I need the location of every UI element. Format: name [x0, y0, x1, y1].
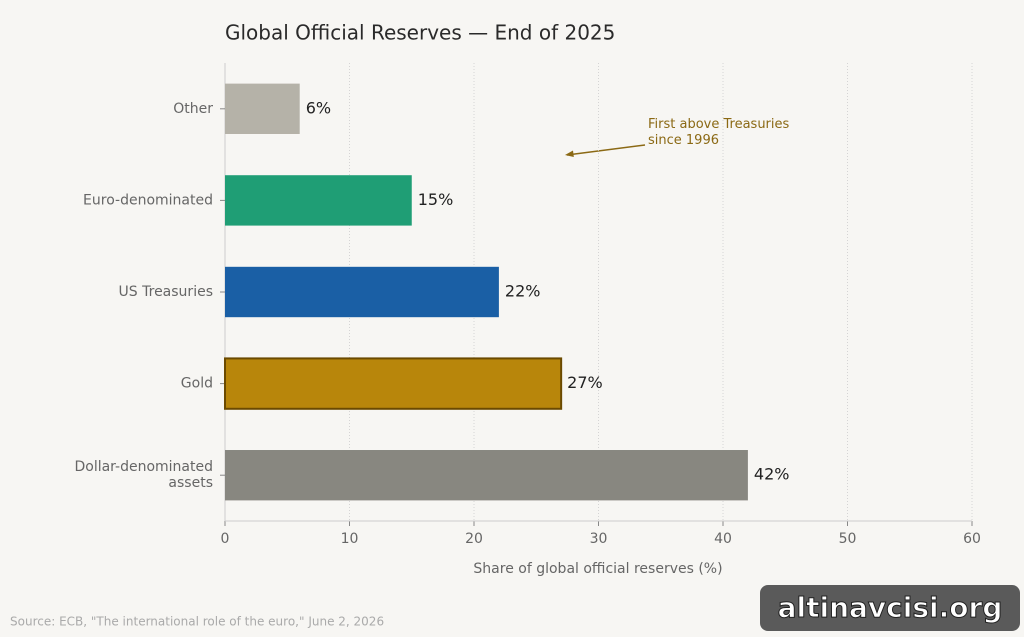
chart-title: Global Official Reserves — End of 2025	[225, 21, 615, 45]
annotation-arrowhead	[565, 150, 574, 157]
y-tick-label: US Treasuries	[119, 284, 213, 300]
x-tick-label: 30	[590, 531, 608, 547]
bar	[224, 357, 563, 410]
x-axis-label: Share of global official reserves (%)	[473, 561, 722, 577]
x-tick-label: 0	[221, 531, 230, 547]
y-tick-label: Euro-denominated	[83, 192, 213, 208]
annotation-arrow	[566, 144, 646, 156]
bar	[225, 266, 499, 318]
x-tick-label: 20	[465, 531, 483, 547]
value-label: 42%	[754, 465, 790, 484]
x-tick-label: 50	[839, 531, 857, 547]
bar	[225, 83, 300, 134]
x-tick-label: 10	[341, 531, 359, 547]
y-tick-label: Gold	[181, 376, 213, 392]
source-note: Source: ECB, "The international role of …	[10, 615, 384, 629]
bar	[225, 175, 412, 226]
y-tick-label: Other	[173, 101, 213, 117]
x-tick-label: 40	[714, 531, 732, 547]
watermark: altinavcisi.org	[778, 591, 1003, 624]
value-label: 27%	[567, 373, 603, 392]
y-tick-label: Dollar-denominated assets	[74, 459, 213, 491]
watermark-box	[760, 585, 1020, 631]
value-label: 22%	[505, 282, 541, 301]
value-label: 15%	[418, 190, 454, 209]
annotation: First above Treasuries since 1996	[648, 117, 790, 148]
x-tick-label: 60	[963, 531, 981, 547]
value-label: 6%	[306, 98, 331, 117]
bar	[225, 450, 748, 501]
